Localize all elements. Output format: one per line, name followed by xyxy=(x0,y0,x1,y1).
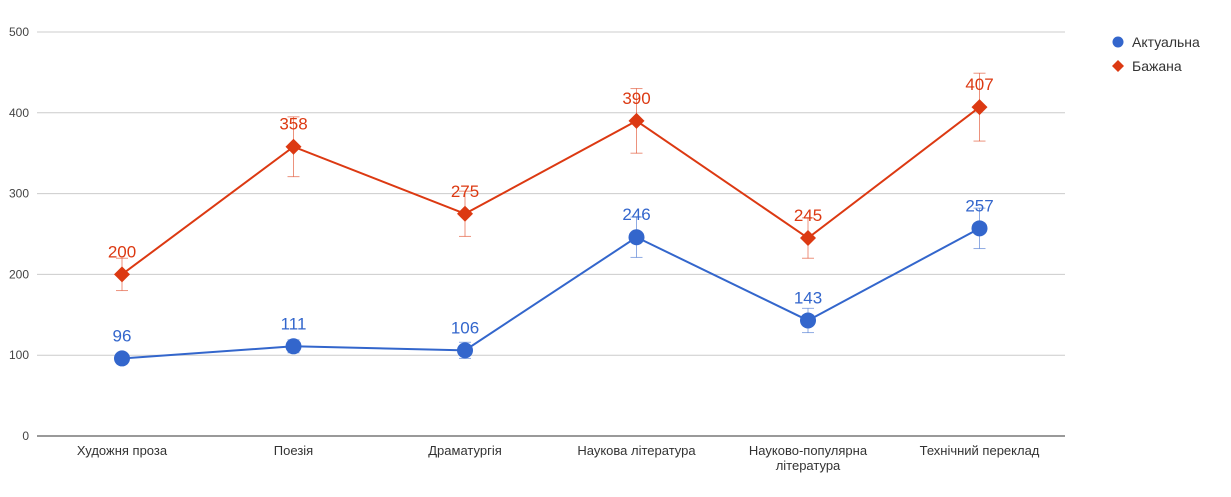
data-label: 257 xyxy=(965,196,993,215)
x-tick-label: Художня проза xyxy=(77,443,168,458)
y-tick-label: 100 xyxy=(9,348,29,362)
data-point-circle[interactable] xyxy=(457,342,473,359)
series-line-1 xyxy=(121,106,981,276)
data-label: 96 xyxy=(113,326,132,345)
data-point-diamond[interactable] xyxy=(457,205,473,222)
x-tick-label: Науково-популярна література xyxy=(749,443,868,473)
data-point-diamond[interactable] xyxy=(800,230,816,247)
data-point-circle[interactable] xyxy=(285,338,302,355)
data-point-circle[interactable] xyxy=(628,229,645,246)
data-label: 111 xyxy=(281,314,307,333)
data-point-diamond[interactable] xyxy=(114,266,130,283)
x-tick-label: Технічний переклад xyxy=(920,443,1040,458)
data-label: 246 xyxy=(622,205,650,224)
legend-marker-diamond xyxy=(1112,60,1124,72)
data-point-diamond[interactable] xyxy=(285,138,302,155)
data-label: 407 xyxy=(965,75,993,94)
y-tick-label: 200 xyxy=(9,267,29,281)
data-label: 358 xyxy=(279,115,307,134)
data-point-diamond[interactable] xyxy=(628,112,645,129)
y-tick-label: 0 xyxy=(22,429,29,443)
legend-label: Бажана xyxy=(1132,58,1182,74)
series-line-0 xyxy=(121,227,980,360)
data-label: 390 xyxy=(622,89,650,108)
y-tick-label: 400 xyxy=(9,106,29,120)
data-label: 245 xyxy=(794,206,822,225)
data-point-circle[interactable] xyxy=(971,220,988,237)
y-tick-label: 300 xyxy=(9,187,29,201)
x-tick-label: Драматургія xyxy=(428,443,502,458)
data-point-circle[interactable] xyxy=(800,312,816,329)
data-point-circle[interactable] xyxy=(114,350,130,367)
data-point-diamond[interactable] xyxy=(971,99,988,116)
data-label: 106 xyxy=(451,318,479,337)
x-tick-label: Наукова література xyxy=(577,443,696,458)
x-tick-label: Поезія xyxy=(274,443,313,458)
y-tick-label: 500 xyxy=(9,25,29,39)
data-label: 200 xyxy=(108,242,136,261)
data-label: 143 xyxy=(794,288,822,307)
data-label: 275 xyxy=(451,182,479,201)
legend-marker-circle xyxy=(1112,36,1124,48)
legend-label: Актуальна xyxy=(1132,34,1200,50)
